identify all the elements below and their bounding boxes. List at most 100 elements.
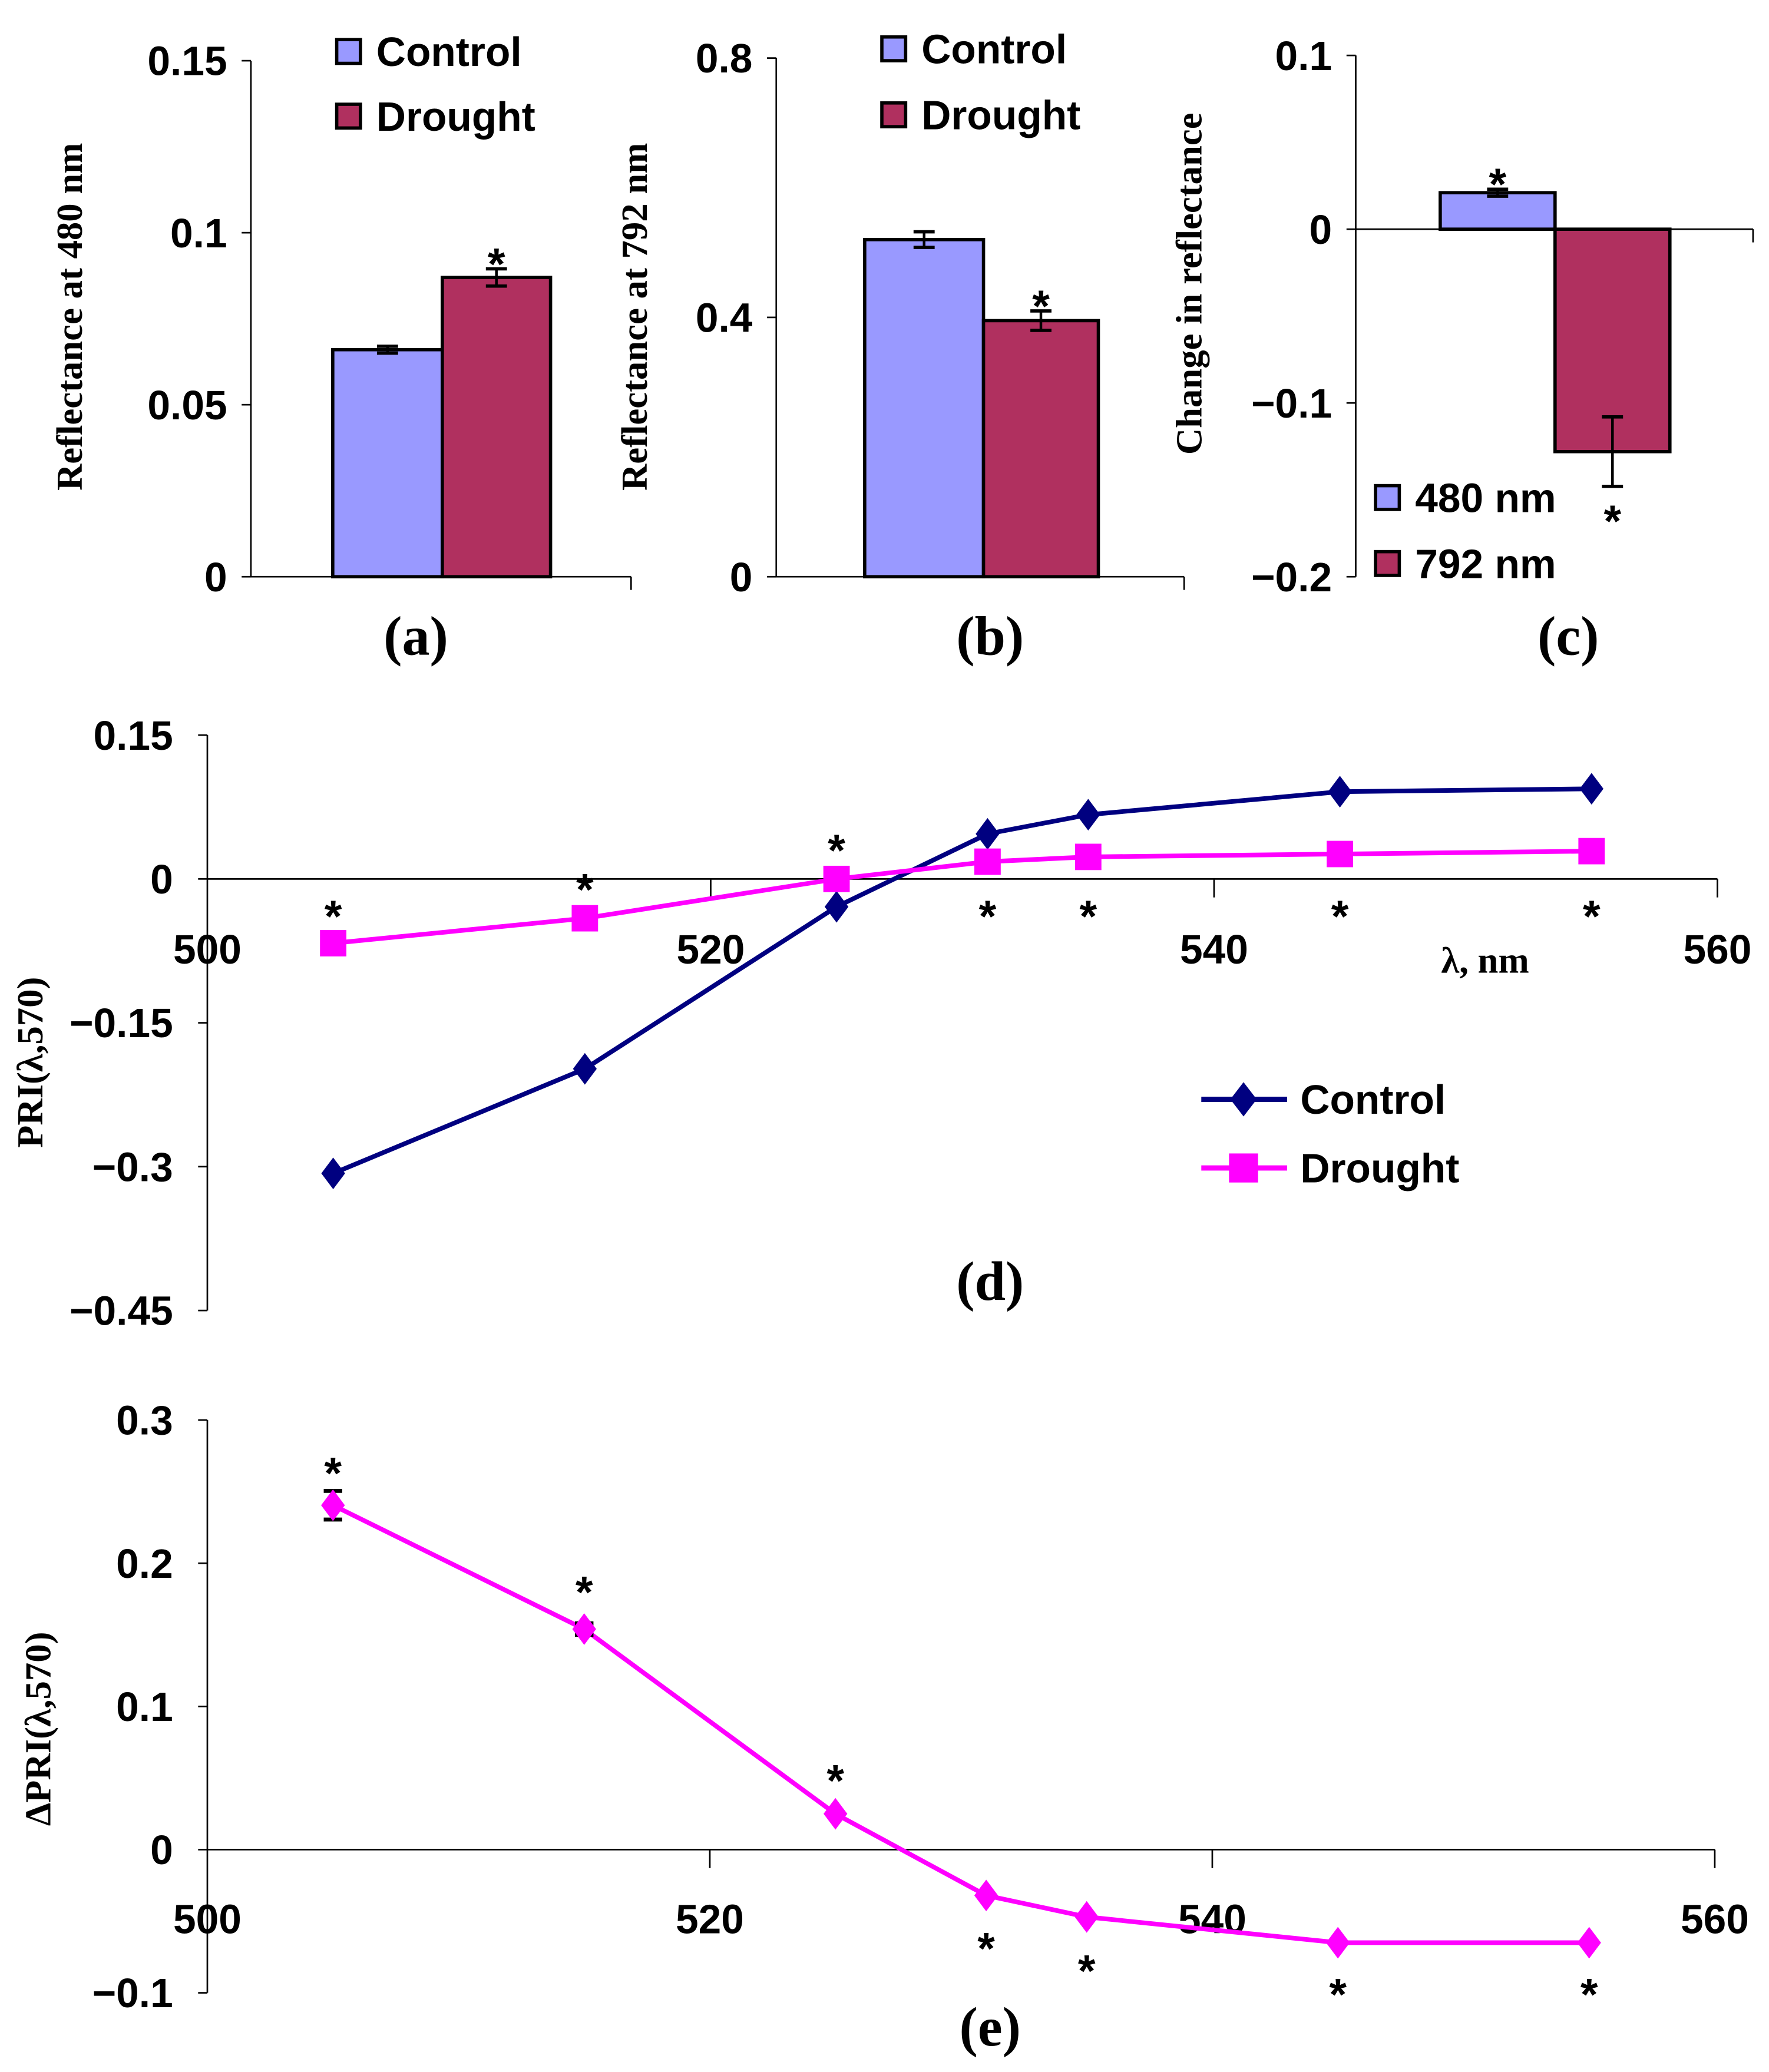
- significance-star-e-5: *: [1329, 1970, 1347, 2020]
- y-tick-label-b: 0.4: [696, 295, 753, 341]
- significance-star-d-3: *: [979, 892, 997, 942]
- y-tick-label-c: 0.1: [1275, 33, 1332, 79]
- significance-star-a-1: *: [488, 239, 505, 289]
- legend-label-c-0: 480 nm: [1415, 475, 1556, 521]
- data-point-d-1-6: [1578, 838, 1605, 865]
- legend-label-b-0: Control: [921, 27, 1067, 72]
- bar-c-0: [1439, 191, 1557, 231]
- y-axis-title-d: PRI(λ,570): [9, 977, 51, 1148]
- y-tick-label-b: 0.8: [696, 35, 753, 81]
- y-tick-label-d: −0.15: [70, 1000, 173, 1046]
- series-line-d-1: [333, 849, 1592, 946]
- bar-c-1: [1553, 227, 1672, 454]
- y-tick-label-a: 0.05: [147, 382, 227, 428]
- significance-star-c-1: *: [1603, 497, 1621, 547]
- y-axis-title-e: ΔPRI(λ,570): [17, 1632, 58, 1826]
- y-tick-label-e: 0.1: [116, 1684, 173, 1730]
- data-point-e-0-5: [1326, 1927, 1350, 1959]
- data-point-d-0-4: [1076, 799, 1100, 831]
- significance-star-e-4: *: [1078, 1946, 1096, 1996]
- y-tick-label-d: −0.3: [92, 1144, 173, 1190]
- y-tick-label-e: 0.2: [116, 1541, 173, 1587]
- significance-star-d-4: *: [1079, 892, 1097, 942]
- data-point-e-0-6: [1577, 1927, 1601, 1959]
- x-tick-label-e: 540: [1178, 1896, 1246, 1942]
- legend-label-a-1: Drought: [376, 94, 535, 140]
- y-axis-title-b: Reflectance at 792 nm: [614, 143, 655, 491]
- legend-swatch-a-1: [335, 102, 362, 130]
- bar-b-1: [981, 319, 1100, 579]
- legend-label-d-0: Control: [1300, 1077, 1446, 1123]
- significance-star-d-6: *: [1583, 892, 1601, 942]
- x-tick-label-e: 520: [676, 1896, 744, 1942]
- legend-swatch-b-1: [880, 101, 908, 128]
- y-tick-label-e: −0.1: [92, 1970, 173, 2016]
- significance-star-d-5: *: [1331, 892, 1349, 942]
- legend-label-b-1: Drought: [921, 92, 1080, 138]
- data-point-d-0-0: [321, 1157, 345, 1190]
- x-tick-label-d: 520: [677, 926, 745, 972]
- x-tick-label-d: 540: [1180, 926, 1248, 972]
- panel-label-a: (a): [383, 605, 448, 667]
- panel-label-c: (c): [1537, 605, 1599, 667]
- y-axis-title-a: Reflectance at 480 nm: [49, 143, 90, 491]
- bar-a-0: [331, 347, 444, 579]
- data-point-e-0-3: [974, 1879, 998, 1912]
- significance-star-e-6: *: [1580, 1970, 1598, 2020]
- significance-star-d-1: *: [576, 865, 594, 915]
- significance-star-b-1: *: [1032, 282, 1050, 332]
- x-tick-label-e: 500: [173, 1896, 242, 1942]
- data-point-d-0-6: [1579, 773, 1603, 805]
- legend-label-a-0: Control: [376, 29, 522, 75]
- y-tick-label-a: 0: [204, 554, 227, 600]
- legend-swatch-a-0: [335, 38, 362, 65]
- y-tick-label-e: 0: [150, 1827, 173, 1873]
- bar-a-1: [441, 276, 553, 579]
- significance-star-d-2: *: [828, 826, 845, 876]
- x-tick-label-d: 560: [1683, 926, 1751, 972]
- significance-star-e-2: *: [826, 1756, 844, 1806]
- data-point-e-0-0: [321, 1489, 345, 1521]
- legend-label-c-1: 792 nm: [1415, 541, 1556, 587]
- significance-star-d-0: *: [325, 892, 342, 942]
- data-point-d-0-1: [573, 1052, 597, 1085]
- x-axis-title-d: λ, nm: [1441, 939, 1529, 981]
- significance-star-e-1: *: [576, 1567, 593, 1617]
- x-tick-label-d: 500: [173, 926, 242, 972]
- significance-star-e-0: *: [324, 1449, 342, 1499]
- legend-swatch-c-1: [1374, 550, 1401, 577]
- data-point-d-1-4: [1074, 843, 1102, 870]
- data-point-d-1-1: [571, 905, 599, 932]
- y-tick-label-e: 0.3: [116, 1398, 173, 1444]
- panel-label-e: (e): [960, 1997, 1021, 2058]
- y-tick-label-c: −0.1: [1251, 380, 1332, 426]
- legend-marker-d-0: [1230, 1082, 1257, 1117]
- data-point-d-1-5: [1327, 840, 1353, 868]
- y-tick-label-b: 0: [730, 554, 753, 600]
- y-tick-label-a: 0.1: [170, 210, 227, 256]
- series-line-e-0: [332, 1503, 1589, 1945]
- y-axis-title-c: Change in reflectance: [1168, 112, 1209, 455]
- data-point-d-0-3: [976, 817, 1000, 850]
- data-point-e-0-4: [1074, 1901, 1099, 1933]
- data-point-d-1-0: [320, 930, 347, 956]
- y-tick-label-c: 0: [1309, 207, 1332, 253]
- data-point-d-1-3: [974, 848, 1001, 875]
- data-point-d-0-5: [1328, 776, 1352, 808]
- data-point-d-1-2: [823, 865, 850, 892]
- y-tick-label-a: 0.15: [147, 38, 227, 84]
- y-tick-label-c: −0.2: [1251, 554, 1332, 600]
- legend-swatch-c-0: [1374, 484, 1401, 511]
- bar-b-0: [863, 238, 986, 579]
- panel-label-b: (b): [956, 605, 1024, 667]
- significance-star-e-3: *: [977, 1924, 995, 1974]
- panel-label-d: (d): [956, 1251, 1024, 1312]
- y-tick-label-d: −0.45: [70, 1288, 173, 1334]
- y-tick-label-d: 0: [150, 856, 173, 902]
- legend-swatch-b-0: [880, 35, 908, 62]
- y-tick-label-d: 0.15: [94, 713, 173, 759]
- x-tick-label-e: 560: [1681, 1896, 1749, 1942]
- data-point-d-0-2: [824, 891, 849, 923]
- legend-label-d-1: Drought: [1300, 1146, 1459, 1191]
